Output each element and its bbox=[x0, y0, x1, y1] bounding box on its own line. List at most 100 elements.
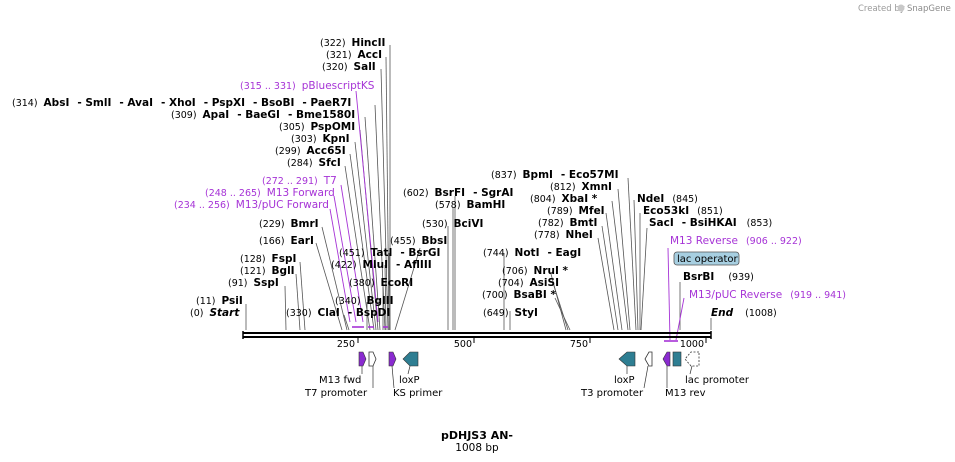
site-eco57mi: - Eco57MI bbox=[561, 169, 619, 181]
site-eco53ki[interactable]: Eco53kI (851) bbox=[643, 205, 723, 217]
site-xbai[interactable]: (804) XbaI * bbox=[530, 193, 598, 205]
primer-t7[interactable]: (272 .. 291) T7 bbox=[262, 175, 337, 187]
site-end[interactable]: End (1008) bbox=[711, 307, 777, 319]
leader-clai bbox=[343, 314, 350, 331]
site-bsrbi[interactable]: BsrBI (939) bbox=[683, 271, 754, 283]
feature-lac-promoter-arrow[interactable] bbox=[684, 351, 700, 367]
feature-m13-fwd-arrow[interactable] bbox=[358, 351, 367, 367]
site-ecori[interactable]: (380) EcoRI bbox=[349, 277, 413, 289]
leader-mlui bbox=[384, 264, 387, 331]
feature-t3-promoter-arrow[interactable] bbox=[644, 351, 653, 367]
tick-label-500: 500 bbox=[454, 339, 472, 350]
site-sspi[interactable]: (91) SspI bbox=[228, 277, 279, 289]
feature-m13-rev-arrow[interactable] bbox=[662, 351, 671, 367]
site-bmti[interactable]: (782) BmtI bbox=[538, 217, 597, 229]
site-tati: TatI bbox=[371, 247, 393, 259]
site-eari[interactable]: (166) EarI bbox=[259, 235, 314, 247]
site-styi[interactable]: (649) StyI bbox=[483, 307, 538, 319]
site-row-noti: (744) NotI - EagI bbox=[483, 247, 581, 259]
site-labels-left: (322) HincII (321) AccI (320) SalI (315 .. … bbox=[12, 37, 447, 319]
primer-binding-marks bbox=[352, 326, 678, 342]
site-bpmi: BpmI bbox=[523, 169, 553, 181]
site-bmri[interactable]: (229) BmrI bbox=[259, 218, 319, 230]
site-saci: SacI bbox=[649, 217, 674, 229]
site-mfei[interactable]: (789) MfeI bbox=[547, 205, 605, 217]
feature-lac-operator-rect[interactable] bbox=[672, 351, 682, 367]
site-bcivi[interactable]: (530) BciVI bbox=[422, 218, 483, 230]
leader-nrui bbox=[550, 273, 567, 331]
site-row-bsrfi: (602) BsrFI - SgrAI bbox=[403, 187, 513, 199]
site-sfci[interactable]: (284) SfcI bbox=[287, 157, 341, 169]
site-kpni[interactable]: (303) KpnI bbox=[291, 133, 350, 145]
site-row-bpmi: (837) BpmI - Eco57MI bbox=[491, 169, 619, 181]
site-acc65i[interactable]: (299) Acc65I bbox=[275, 145, 346, 157]
features-left: M13 fwd T7 promoter loxP KS primer bbox=[304, 351, 443, 399]
leader-ndei bbox=[633, 199, 639, 331]
leader-bmri bbox=[321, 226, 348, 331]
site-sgrai: - SgrAI bbox=[473, 187, 513, 199]
site-mlui: MluI bbox=[363, 259, 388, 271]
leader-sali bbox=[380, 68, 389, 331]
leader-xmni bbox=[617, 188, 631, 331]
site-psii[interactable]: (11) PsiI bbox=[196, 295, 243, 307]
site-row-saci: SacI - BsiHKAI (853) bbox=[649, 217, 772, 229]
site-xmni[interactable]: (812) XmnI bbox=[550, 181, 612, 193]
site-absi: AbsI bbox=[44, 97, 70, 109]
site-hincii[interactable]: (322) HincII bbox=[320, 37, 385, 49]
feature-ks-primer-arrow[interactable] bbox=[388, 351, 397, 367]
leader-m13fwd bbox=[333, 195, 357, 323]
site-bgli[interactable]: (121) BglI bbox=[240, 265, 295, 277]
feature-loxp-left-label: loxP bbox=[399, 375, 420, 386]
site-ndei[interactable]: NdeI (845) bbox=[637, 193, 698, 205]
site-apai: ApaI bbox=[203, 109, 230, 121]
leader-m13rev bbox=[667, 247, 671, 341]
site-fspi[interactable]: (128) FspI bbox=[240, 253, 296, 265]
site-row-tati: (451) TatI - BsrGI bbox=[339, 247, 440, 259]
credit-prefix: Created by bbox=[858, 4, 905, 14]
site-labels-middle: (602) BsrFI - SgrAI (578) BamHI (530) BciVI … bbox=[403, 187, 581, 319]
site-start[interactable]: (0) Start bbox=[190, 307, 240, 319]
leader-apai bbox=[364, 116, 381, 331]
site-absi-pos: (314) bbox=[12, 98, 38, 109]
lac-operator-box[interactable] bbox=[673, 251, 740, 266]
site-nrui[interactable]: (706) NruI * bbox=[502, 265, 569, 277]
tick-label-250: 250 bbox=[337, 339, 355, 350]
site-pspomi[interactable]: (305) PspOMI bbox=[279, 121, 355, 133]
site-avai: - AvaI bbox=[119, 97, 153, 109]
feature-loxp-right-label: loxP bbox=[614, 375, 635, 386]
leader-bmti bbox=[601, 225, 619, 331]
feature-t7-promoter-arrow[interactable] bbox=[368, 351, 377, 367]
site-asisi[interactable]: (704) AsiSI bbox=[498, 277, 559, 289]
leader-xbai bbox=[611, 200, 629, 331]
leader-bbsi bbox=[394, 247, 421, 331]
primer-pbluescriptks[interactable]: (315 .. 331) pBluescriptKS bbox=[240, 80, 375, 92]
leader-asisi bbox=[553, 285, 569, 331]
feature-m13-rev-label: M13 rev bbox=[665, 388, 706, 399]
leader-eari bbox=[315, 242, 343, 331]
site-afliii: - AflIII bbox=[396, 259, 432, 271]
site-acci[interactable]: (321) AccI bbox=[326, 49, 382, 61]
site-bsabi[interactable]: (700) BsaBI * bbox=[482, 289, 556, 301]
site-bamhi[interactable]: (578) BamHI bbox=[435, 199, 505, 211]
site-labels-right: (837) BpmI - Eco57MI (812) XmnI (804) XbaI *… bbox=[491, 169, 846, 319]
leader-t7 bbox=[340, 184, 364, 323]
site-bglii[interactable]: (340) BglII bbox=[335, 295, 393, 307]
primer-leader-lines bbox=[329, 90, 685, 341]
feature-t7-promoter-label: T7 promoter bbox=[304, 388, 368, 399]
primer-m13rev[interactable]: M13 Reverse (906 .. 922) bbox=[670, 235, 802, 247]
site-bbsi[interactable]: (455) BbsI bbox=[390, 235, 447, 247]
primer-m13fwd[interactable]: (248 .. 265) M13 Forward bbox=[205, 187, 335, 199]
feature-lac-promoter-label: lac promoter bbox=[685, 375, 750, 386]
leader-bsabi bbox=[554, 297, 571, 331]
site-xhoi: - XhoI bbox=[161, 97, 196, 109]
site-smli: - SmlI bbox=[77, 97, 111, 109]
primer-m13puc-fwd[interactable]: (234 .. 256) M13/pUC Forward bbox=[174, 199, 329, 211]
primer-m13puc-rev[interactable]: M13/pUC Reverse (919 .. 941) bbox=[689, 289, 846, 301]
site-bspdi: - BspDI bbox=[348, 307, 390, 319]
site-sali[interactable]: (320) SalI bbox=[322, 61, 376, 73]
feature-loxp-right-arrow[interactable] bbox=[618, 351, 636, 367]
site-eagi: - EagI bbox=[547, 247, 581, 259]
site-nhei[interactable]: (778) NheI bbox=[534, 229, 593, 241]
feature-loxp-left-arrow[interactable] bbox=[402, 351, 419, 367]
leader-pbluescriptks bbox=[355, 90, 379, 323]
